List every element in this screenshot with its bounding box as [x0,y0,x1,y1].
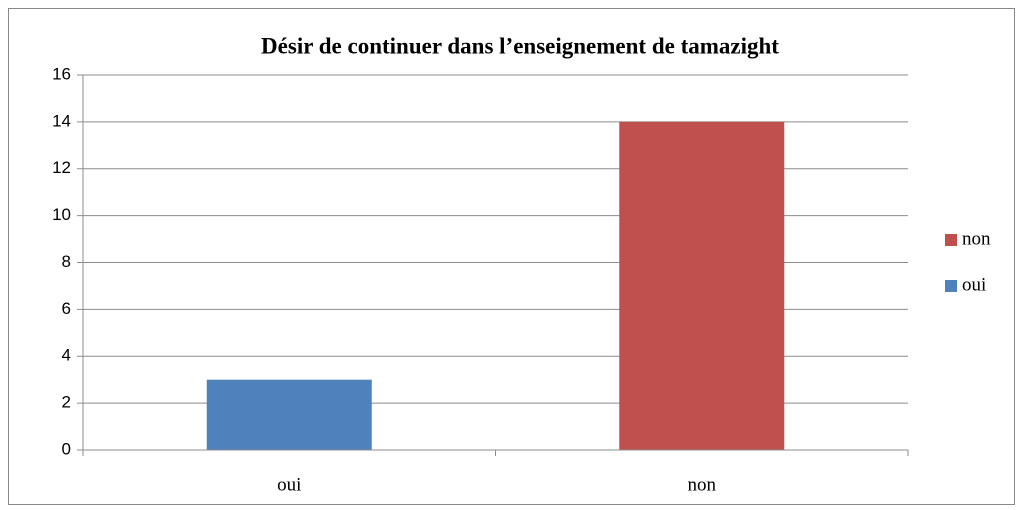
legend-label: non [962,228,991,249]
legend-label: oui [962,274,986,295]
y-tick-label: 16 [52,64,71,83]
chart-border [8,8,1015,505]
y-tick-label: 14 [52,111,71,130]
chart-title: Désir de continuer dans l’enseignement d… [261,33,779,58]
y-tick-label: 8 [62,252,71,271]
bar [206,379,372,450]
legend-swatch [945,280,957,292]
y-tick-label: 6 [62,299,71,318]
y-tick-label: 4 [62,346,71,365]
y-tick-label: 0 [62,439,71,458]
legend-swatch [945,234,957,246]
y-tick-label: 12 [52,158,71,177]
x-tick-label: non [688,474,717,495]
bar [619,121,785,450]
y-tick-label: 10 [52,205,71,224]
x-tick-label: oui [277,474,301,495]
y-tick-label: 2 [62,393,71,412]
